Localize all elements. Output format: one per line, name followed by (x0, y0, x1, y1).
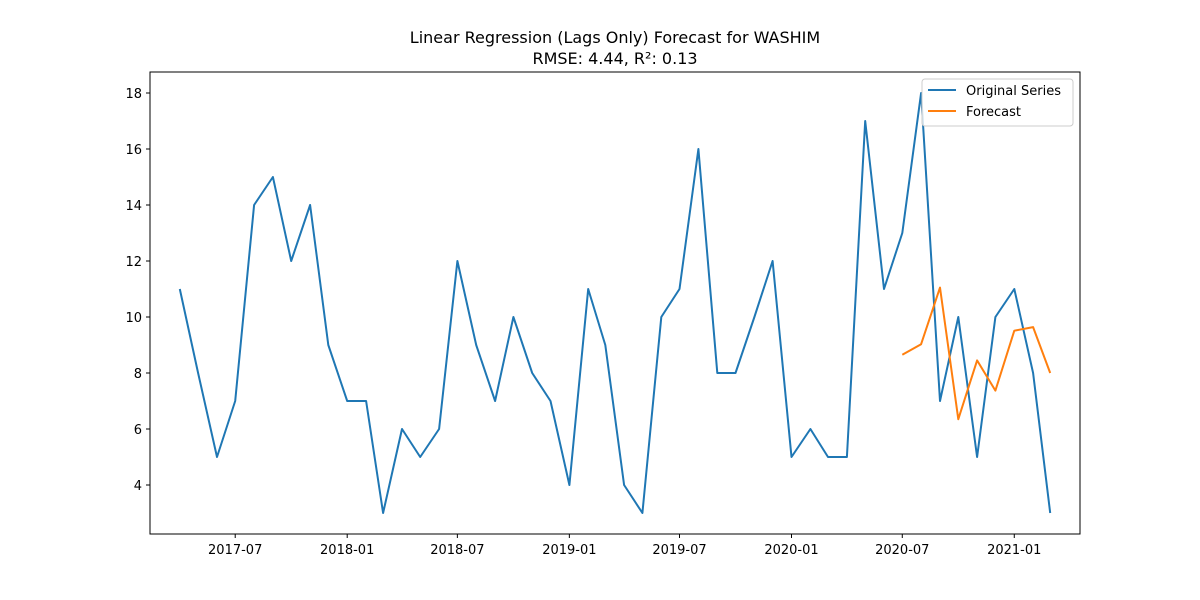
x-tick-label: 2018-01 (320, 543, 374, 558)
x-tick-label: 2020-07 (875, 543, 929, 558)
y-tick-label: 18 (125, 87, 142, 102)
y-tick-label: 6 (134, 423, 142, 438)
x-tick-label: 2020-01 (764, 543, 818, 558)
y-tick-label: 14 (125, 199, 142, 214)
original-series-line (178, 92, 1052, 514)
legend-label-original: Original Series (966, 84, 1061, 99)
y-tick-label: 8 (134, 367, 142, 382)
y-tick-label: 12 (125, 255, 142, 270)
forecast-series-line (901, 286, 1052, 421)
chart-title: Linear Regression (Lags Only) Forecast f… (410, 28, 820, 47)
legend-box (921, 78, 1074, 127)
y-tick-label: 10 (125, 311, 142, 326)
legend: Original Series Forecast (921, 78, 1074, 127)
plot-frame (149, 71, 1081, 535)
x-tick-label: 2021-01 (987, 543, 1041, 558)
x-tick-label: 2019-07 (652, 543, 706, 558)
x-tick-label: 2018-07 (430, 543, 484, 558)
x-tick-label: 2019-01 (542, 543, 596, 558)
legend-label-forecast: Forecast (966, 105, 1021, 120)
x-tick-label: 2017-07 (208, 543, 262, 558)
y-tick-label: 4 (134, 479, 142, 494)
chart-subtitle: RMSE: 4.44, R²: 0.13 (532, 49, 697, 68)
y-tick-label: 16 (125, 143, 142, 158)
